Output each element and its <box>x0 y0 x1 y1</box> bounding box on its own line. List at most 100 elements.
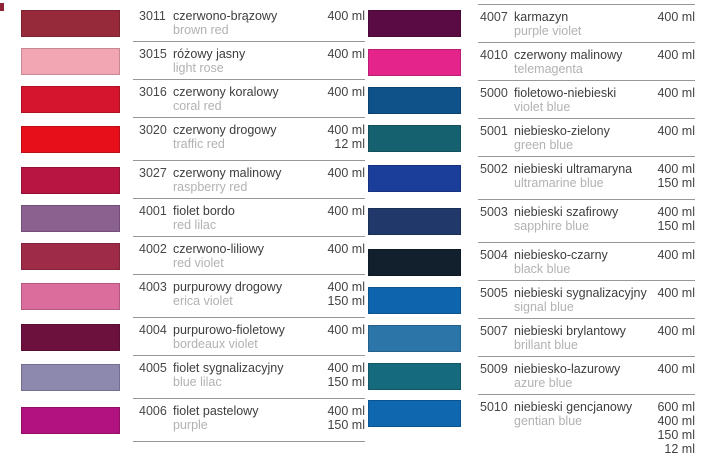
color-name-english: black blue <box>514 262 571 276</box>
volume-value: 400 ml <box>327 242 365 256</box>
color-code: 3016 <box>139 85 167 99</box>
color-code: 5000 <box>480 86 508 100</box>
color-code: 4001 <box>139 204 167 218</box>
color-names: fioletowo-niebieski violet blue <box>514 86 657 114</box>
color-name-english: brillant blue <box>514 338 578 352</box>
color-row-text: 5003 niebieski szafirowy sapphire blue 4… <box>478 200 695 243</box>
color-row: 3011 czerwono-brązowy brown red 400 ml <box>21 4 365 42</box>
volume-list: 400 ml <box>657 86 695 100</box>
color-swatch <box>21 283 120 310</box>
swatch-cell <box>368 362 461 390</box>
color-swatch <box>21 166 120 194</box>
volume-list: 400 ml 150 ml <box>657 162 695 190</box>
color-row: 5004 niebiesko-czarny black blue 400 ml <box>368 243 695 281</box>
color-row: 4003 purpurowy drogowy erica violet 400 … <box>21 275 365 318</box>
color-row: 3015 różowy jasny light rose 400 ml <box>21 42 365 80</box>
color-code: 4004 <box>139 323 167 337</box>
color-code: 5005 <box>480 286 508 300</box>
color-swatch <box>368 286 461 314</box>
color-name-english: blue lilac <box>173 375 222 389</box>
volume-value: 150 ml <box>657 428 695 442</box>
volume-value: 400 ml <box>327 9 365 23</box>
color-name-english: purple <box>173 418 208 432</box>
color-code: 4003 <box>139 280 167 294</box>
color-row: 4007 karmazyn purple violet 400 ml <box>368 4 695 43</box>
color-swatch <box>368 48 461 76</box>
color-row: 5002 niebieski ultramaryna ultramarine b… <box>368 157 695 200</box>
color-swatch <box>21 47 120 75</box>
color-name-polish: niebieski gencjanowy <box>514 400 633 414</box>
cropped-swatch-fragment <box>0 3 4 11</box>
color-name-polish: purpurowo-fioletowy <box>173 323 285 337</box>
color-row-text: 4010 czerwony malinowy telemagenta 400 m… <box>478 43 695 81</box>
volume-value: 400 ml <box>657 248 695 262</box>
volume-value: 400 ml <box>657 414 695 428</box>
color-names: purpurowy drogowy erica violet <box>173 280 327 308</box>
volume-value: 400 ml <box>327 323 365 337</box>
color-name-english: traffic red <box>173 137 225 151</box>
color-name-english: sapphire blue <box>514 219 590 233</box>
color-row-text: 5001 niebiesko-zielony green blue 400 ml <box>478 119 695 157</box>
volume-list: 400 ml <box>657 248 695 262</box>
volume-list: 400 ml <box>657 362 695 376</box>
color-swatch <box>368 324 461 352</box>
color-row-text: 3027 czerwony malinowy raspberry red 400… <box>133 161 365 199</box>
swatch-cell <box>21 166 120 194</box>
volume-value: 400 ml <box>327 204 365 218</box>
color-name-polish: niebieski szafirowy <box>514 205 619 219</box>
color-row-text: 4005 fiolet sygnalizacyjny blue lilac 40… <box>133 356 365 399</box>
color-row-text: 5009 niebiesko-lazurowy azure blue 400 m… <box>478 357 695 395</box>
color-name-english: gentian blue <box>514 414 583 428</box>
color-swatch <box>368 362 461 390</box>
color-name-polish: czerwony malinowy <box>173 166 282 180</box>
color-row-text: 5010 niebieski gencjanowy gentian blue 6… <box>478 395 695 460</box>
color-name-english: ultramarine blue <box>514 176 604 190</box>
volume-list: 400 ml <box>657 10 695 24</box>
color-name-english: azure blue <box>514 376 573 390</box>
color-swatch <box>368 165 461 192</box>
color-row-text: 3015 różowy jasny light rose 400 ml <box>133 42 365 80</box>
color-name-english: erica violet <box>173 294 233 308</box>
color-name-english: light rose <box>173 61 224 75</box>
swatch-cell <box>21 323 120 351</box>
volume-value: 400 ml <box>657 162 695 176</box>
color-names: karmazyn purple violet <box>514 10 657 38</box>
color-names: niebieski brylantowy brillant blue <box>514 324 657 352</box>
color-swatch <box>368 208 461 235</box>
color-swatch <box>21 9 120 37</box>
color-row-text: 5004 niebiesko-czarny black blue 400 ml <box>478 243 695 281</box>
color-row-text: 4002 czerwono-liliowy red violet 400 ml <box>133 237 365 275</box>
color-names: czerwony malinowy telemagenta <box>514 48 657 76</box>
volume-list: 400 ml <box>327 9 365 23</box>
color-names: niebieski ultramaryna ultramarine blue <box>514 162 657 190</box>
swatch-cell <box>21 242 120 270</box>
swatch-cell <box>368 10 461 37</box>
color-row: 5003 niebieski szafirowy sapphire blue 4… <box>368 200 695 243</box>
color-names: niebieski szafirowy sapphire blue <box>514 205 657 233</box>
color-name-polish: czerwony drogowy <box>173 123 277 137</box>
volume-list: 400 ml <box>657 124 695 138</box>
color-row: 5001 niebiesko-zielony green blue 400 ml <box>368 119 695 157</box>
color-name-english: violet blue <box>514 100 571 114</box>
volume-list: 400 ml <box>327 242 365 256</box>
color-swatch <box>368 86 461 114</box>
color-row: 4004 purpurowo-fioletowy bordeaux violet… <box>21 318 365 356</box>
color-names: purpurowo-fioletowy bordeaux violet <box>173 323 327 351</box>
color-code: 3015 <box>139 47 167 61</box>
swatch-cell <box>21 85 120 113</box>
swatch-cell <box>368 124 461 152</box>
color-row: 4006 fiolet pastelowy purple 400 ml 150 m… <box>21 399 365 442</box>
volume-value: 150 ml <box>327 418 365 432</box>
volume-value: 400 ml <box>327 404 365 418</box>
color-swatch <box>21 204 120 232</box>
color-name-polish: czerwono-liliowy <box>173 242 264 256</box>
swatch-cell <box>21 9 120 37</box>
volume-value: 150 ml <box>327 375 365 389</box>
swatch-cell <box>368 248 461 276</box>
color-row-text: 4006 fiolet pastelowy purple 400 ml 150 m… <box>133 399 365 442</box>
volume-value: 400 ml <box>327 280 365 294</box>
color-name-polish: niebiesko-lazurowy <box>514 362 621 376</box>
volume-value: 400 ml <box>327 166 365 180</box>
color-column-left: 3011 czerwono-brązowy brown red 400 ml 3… <box>21 4 365 442</box>
swatch-cell <box>21 407 120 434</box>
